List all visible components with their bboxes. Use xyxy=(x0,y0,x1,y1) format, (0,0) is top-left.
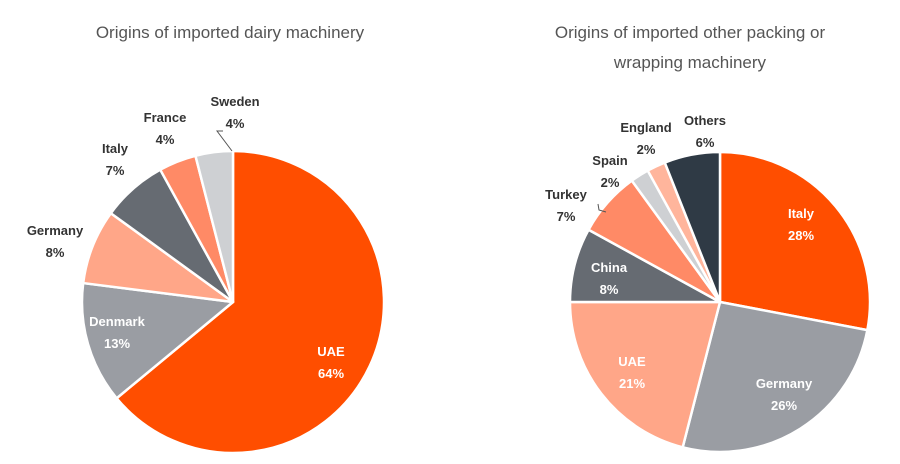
packing-value-uae: 21% xyxy=(619,376,645,391)
chart-title-packing-line-1: Origins of imported other packing or xyxy=(554,23,826,42)
packing-label-china: China xyxy=(591,260,628,275)
dairy-label-denmark: Denmark xyxy=(89,314,145,329)
packing-value-italy: 28% xyxy=(788,228,814,243)
dairy-value-sweden: 4% xyxy=(226,116,245,131)
packing-slice-others xyxy=(663,150,722,304)
packing-slice-italy xyxy=(718,150,872,332)
dairy-value-germany: 8% xyxy=(46,245,65,260)
chart-title-packing: Origins of imported other packing or wra… xyxy=(480,18,900,78)
chart-title-packing-line-2: wrapping machinery xyxy=(613,53,767,72)
dairy-value-italy: 7% xyxy=(106,163,125,178)
packing-value-england: 2% xyxy=(637,142,656,157)
packing-value-others: 6% xyxy=(696,135,715,150)
packing-label-england: England xyxy=(620,120,671,135)
packing-slice-uae xyxy=(568,300,722,449)
packing-label-spain: Spain xyxy=(592,153,627,168)
dairy-label-italy: Italy xyxy=(102,141,129,156)
dairy-value-denmark: 13% xyxy=(104,336,130,351)
packing-leader-turkey xyxy=(597,203,607,213)
packing-label-turkey: Turkey xyxy=(545,187,587,202)
packing-value-china: 8% xyxy=(600,282,619,297)
dairy-label-germany: Germany xyxy=(27,223,84,238)
pie-chart-packing: Italy 28% Germany 26% UAE 21% China 8% Turkey 7% S… xyxy=(545,113,872,454)
dairy-label-uae: UAE xyxy=(317,344,345,359)
packing-label-others: Others xyxy=(684,113,726,128)
packing-slice-germany xyxy=(681,300,869,454)
dairy-label-france: France xyxy=(144,110,187,125)
dairy-value-france: 4% xyxy=(156,132,175,147)
chart-title-dairy: Origins of imported dairy machinery xyxy=(95,23,365,42)
dairy-leader-sweden xyxy=(216,130,233,152)
dairy-slice-sweden xyxy=(194,149,235,304)
dairy-value-uae: 64% xyxy=(318,366,344,381)
dairy-label-sweden: Sweden xyxy=(210,94,259,109)
pie-chart-dairy: UAE 64% Denmark 13% Germany 8% Italy 7% France 4%… xyxy=(27,94,386,455)
packing-label-uae: UAE xyxy=(618,354,646,369)
packing-value-turkey: 7% xyxy=(557,209,576,224)
dairy-slice-denmark xyxy=(80,281,235,400)
packing-value-germany: 26% xyxy=(771,398,797,413)
dairy-slice-uae xyxy=(115,149,386,455)
packing-label-italy: Italy xyxy=(788,206,815,221)
packing-label-germany: Germany xyxy=(756,376,813,391)
packing-value-spain: 2% xyxy=(601,175,620,190)
